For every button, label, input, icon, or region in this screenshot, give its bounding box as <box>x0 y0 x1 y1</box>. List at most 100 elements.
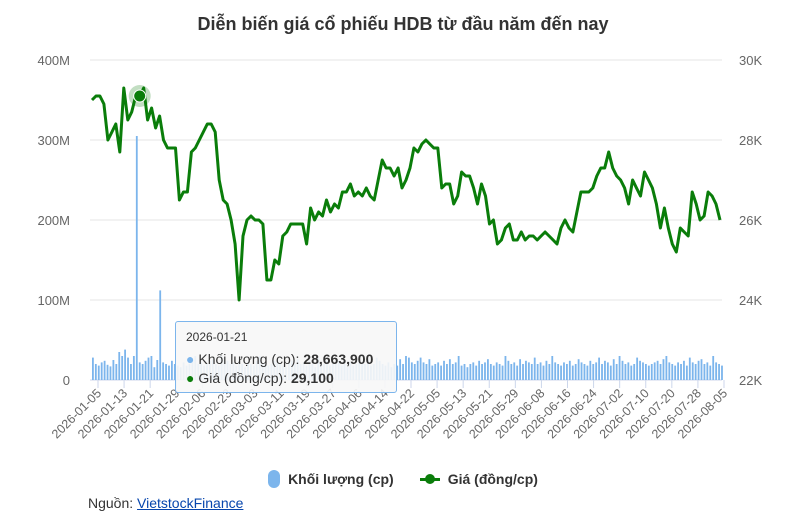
volume-bar <box>413 364 416 380</box>
volume-bar <box>680 364 682 380</box>
tooltip-volume-label: Khối lượng (cp): <box>198 351 300 367</box>
volume-bar <box>633 364 636 380</box>
volume-bar <box>615 364 618 380</box>
volume-bar <box>419 357 422 380</box>
volume-bar <box>115 364 118 380</box>
volume-bar <box>647 365 650 380</box>
volume-bar <box>501 365 504 380</box>
volume-bar <box>639 360 641 380</box>
volume-bar <box>656 360 659 380</box>
volume-bar <box>589 360 592 380</box>
chart-tooltip: 2026-01-21 ● Khối lượng (cp): 28,663,900… <box>175 321 397 393</box>
y-left-tick-label: 300M <box>37 133 70 148</box>
volume-bar <box>156 360 159 380</box>
volume-bar <box>530 364 533 380</box>
chart-legend: Khối lượng (cp) Giá (đồng/cp) <box>0 470 806 488</box>
source-link[interactable]: VietstockFinance <box>137 495 244 511</box>
volume-bar <box>478 360 481 380</box>
volume-bar <box>150 356 153 380</box>
volume-bar <box>484 362 486 380</box>
volume-bar <box>94 364 97 380</box>
volume-bar <box>489 364 492 380</box>
volume-bar <box>492 365 495 380</box>
volume-bar <box>466 367 469 380</box>
y-right-tick-label: 30K <box>739 53 762 68</box>
volume-bar <box>539 362 542 380</box>
volume-bar <box>636 357 639 380</box>
volume-bar <box>92 357 94 380</box>
volume-bar <box>525 360 527 380</box>
y-right-tick-label: 24K <box>739 293 762 308</box>
volume-bar <box>446 364 448 380</box>
volume-bar <box>642 362 644 380</box>
volume-bar <box>527 362 530 380</box>
volume-bar <box>533 357 536 380</box>
volume-bar <box>454 362 457 380</box>
volume-bar <box>691 362 694 380</box>
volume-bar <box>448 359 451 380</box>
volume-bar <box>405 356 407 380</box>
volume-bar <box>144 360 147 380</box>
legend-price-label: Giá (đồng/cp) <box>447 471 538 487</box>
volume-bar <box>457 356 460 380</box>
volume-bar <box>560 365 562 380</box>
volume-bar <box>402 364 404 380</box>
chart-title: Diễn biến giá cổ phiếu HDB từ đầu năm đế… <box>197 14 609 34</box>
volume-bar <box>700 359 703 380</box>
volume-bar <box>132 356 135 380</box>
volume-bar <box>130 364 132 380</box>
volume-bar <box>106 364 109 380</box>
volume-bar <box>431 365 434 380</box>
volume-bar <box>671 364 674 380</box>
legend-item-volume[interactable]: Khối lượng (cp) <box>268 470 394 488</box>
volume-bar <box>612 359 615 380</box>
volume-bar <box>127 357 129 380</box>
volume-bar <box>592 364 595 380</box>
volume-bar <box>118 352 121 380</box>
volume-bar <box>688 357 691 380</box>
volume-bar <box>399 359 402 380</box>
volume-bar <box>627 362 630 380</box>
volume-bar <box>706 362 709 380</box>
volume-bar <box>618 356 621 380</box>
tooltip-price-value: 29,100 <box>290 370 334 386</box>
volume-bar <box>141 364 144 380</box>
volume-bar <box>475 365 478 380</box>
y-left-tick-label: 200M <box>37 213 70 228</box>
legend-item-price[interactable]: Giá (đồng/cp) <box>419 470 538 488</box>
volume-bar <box>583 364 586 380</box>
volume-bar <box>519 359 521 380</box>
source-note: Nguồn: VietstockFinance <box>88 495 243 511</box>
volume-bar <box>422 362 425 380</box>
volume-bar <box>510 364 513 380</box>
volume-bar <box>443 360 445 380</box>
volume-bar <box>609 365 612 380</box>
volume-bar <box>522 364 524 380</box>
volume-bar <box>542 365 545 380</box>
volume-bar <box>548 364 551 380</box>
source-label: Nguồn: <box>88 495 134 511</box>
volume-bar <box>536 364 539 380</box>
volume-bar <box>434 364 437 380</box>
volume-bar <box>121 356 124 380</box>
volume-bar <box>665 356 668 380</box>
tooltip-price-row: ● Giá (đồng/cp): 29,100 <box>186 370 334 386</box>
legend-volume-symbol <box>268 470 281 488</box>
volume-bar <box>100 362 103 380</box>
y-right-tick-label: 28K <box>739 133 762 148</box>
volume-bar <box>545 360 548 380</box>
volume-bar <box>563 362 565 380</box>
volume-bar <box>138 362 141 380</box>
volume-bar <box>601 364 603 380</box>
volume-bar <box>460 365 463 380</box>
legend-price-symbol <box>419 473 440 485</box>
volume-bar <box>624 364 627 380</box>
volume-bar <box>580 362 583 380</box>
volume-bar <box>668 362 671 380</box>
volume-bar <box>97 365 100 380</box>
legend-volume-label: Khối lượng (cp) <box>288 471 394 487</box>
y-right-tick-label: 22K <box>739 373 762 388</box>
volume-bar <box>650 364 653 380</box>
volume-bar <box>495 362 498 380</box>
volume-bar <box>173 364 176 380</box>
